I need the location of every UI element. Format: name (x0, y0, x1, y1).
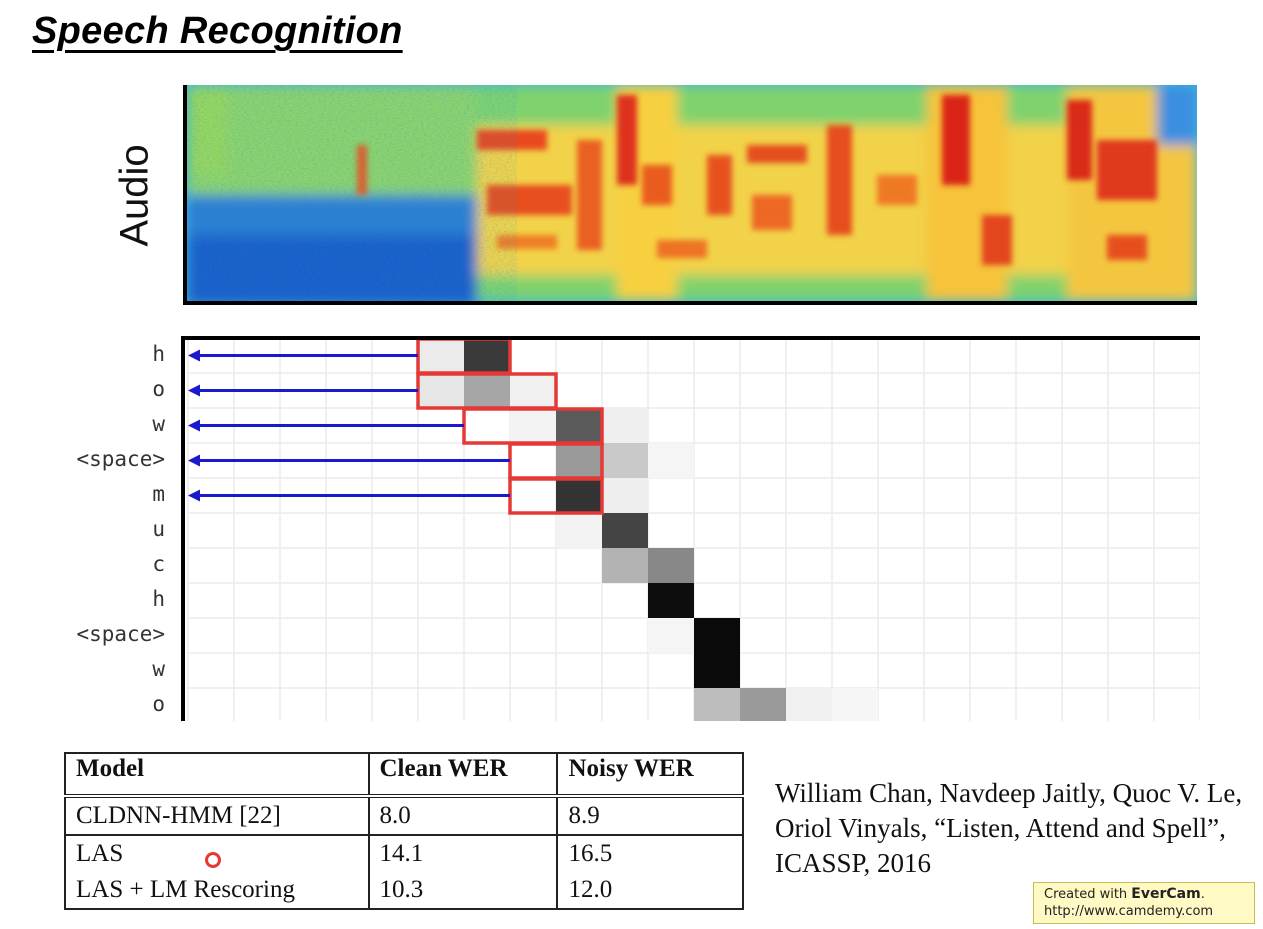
alignment-arrow-head (188, 349, 200, 362)
table-row: LAS + LM Rescoring 10.3 12.0 (64, 872, 744, 910)
attention-cell (740, 688, 786, 723)
header-model: Model (64, 752, 370, 798)
audio-label-text: Audio (112, 143, 157, 247)
attention-cell (648, 548, 694, 583)
attention-cell (510, 373, 556, 408)
output-token-label: <space> (76, 447, 165, 471)
evercam-watermark: Created with EverCam. http://www.camdemy… (1033, 882, 1255, 924)
watermark-brand: EverCam (1131, 886, 1201, 902)
table-header-row: Model Clean WER Noisy WER (64, 752, 744, 798)
output-token-label: h (152, 342, 165, 366)
attention-cell (602, 513, 648, 548)
cell-model: CLDNN-HMM [22] (64, 796, 370, 836)
attention-cell (648, 583, 694, 618)
output-token-label: <space> (76, 622, 165, 646)
slide-title: Speech Recognition (32, 10, 403, 52)
spectrogram-image (187, 85, 1197, 301)
cell-noisy-wer: 12.0 (556, 872, 744, 910)
output-token-label: u (152, 517, 165, 541)
attention-alignment-plot (180, 336, 1201, 724)
attention-cell (602, 548, 648, 583)
table-row: LAS 14.1 16.5 (64, 835, 744, 872)
alignment-arrows (188, 349, 510, 502)
attention-cell (556, 478, 602, 513)
attention-cell (648, 443, 694, 478)
output-token-label: o (152, 692, 165, 716)
output-token-label: w (152, 657, 165, 681)
attention-cell (786, 688, 832, 723)
watermark-url: http://www.camdemy.com (1044, 904, 1214, 919)
header-noisy-wer: Noisy WER (556, 752, 744, 798)
header-clean-wer: Clean WER (367, 752, 559, 798)
attention-grid (181, 336, 1201, 724)
output-token-label: o (152, 377, 165, 401)
attention-cell (694, 618, 740, 653)
attention-cell (510, 408, 556, 443)
cell-clean-wer: 8.0 (367, 796, 559, 836)
attention-cell (556, 443, 602, 478)
audio-spectrogram (183, 85, 1197, 305)
watermark-suffix: . (1200, 887, 1205, 902)
cell-clean-wer: 14.1 (367, 835, 559, 872)
attention-cell (464, 373, 510, 408)
alignment-arrow-head (188, 419, 200, 432)
attention-cell (418, 338, 464, 373)
watermark-prefix: Created with (1044, 887, 1132, 902)
output-token-label: h (152, 587, 165, 611)
mouse-cursor-indicator (205, 852, 221, 868)
attention-cell (648, 618, 694, 653)
attention-cells (418, 338, 878, 723)
audio-axis-label: Audio (95, 144, 175, 246)
alignment-arrow-head (188, 489, 200, 502)
cell-model: LAS + LM Rescoring (64, 872, 370, 910)
output-token-label: m (152, 482, 165, 506)
attention-cell (602, 408, 648, 443)
attention-cell (694, 653, 740, 688)
cell-noisy-wer: 8.9 (556, 796, 744, 836)
alignment-arrow-head (188, 454, 200, 467)
watermark-line-1: Created with EverCam. (1044, 886, 1244, 903)
cell-noisy-wer: 16.5 (556, 835, 744, 872)
attention-cell (832, 688, 878, 723)
output-token-label: w (152, 412, 165, 436)
alignment-arrow-head (188, 384, 200, 397)
attention-cell (418, 373, 464, 408)
attention-cell (602, 478, 648, 513)
output-token-label: c (152, 552, 165, 576)
attention-cell (556, 513, 602, 548)
paper-citation: William Chan, Navdeep Jaitly, Quoc V. Le… (775, 778, 1243, 878)
cell-clean-wer: 10.3 (367, 872, 559, 910)
attention-cell (556, 408, 602, 443)
attention-cell (464, 338, 510, 373)
attention-cell (694, 688, 740, 723)
results-table: Model Clean WER Noisy WER CLDNN-HMM [22]… (64, 752, 744, 910)
table-row: CLDNN-HMM [22] 8.0 8.9 (64, 796, 744, 836)
attention-cell (602, 443, 648, 478)
